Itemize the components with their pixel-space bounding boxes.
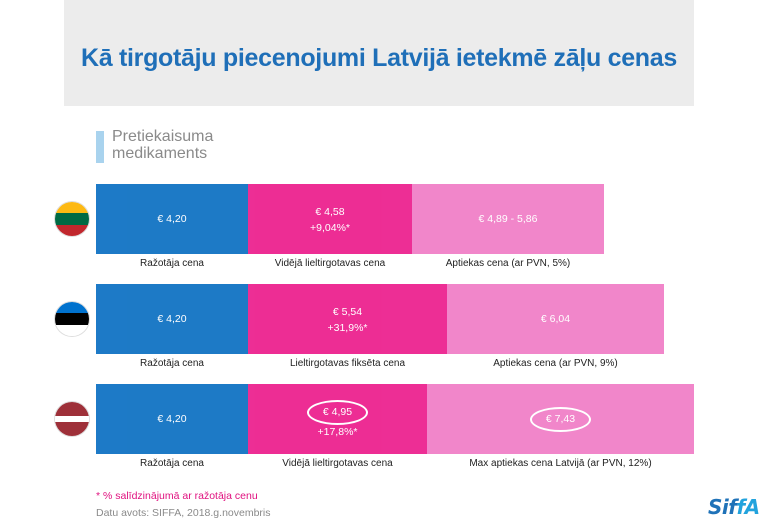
- flag-stripe: [55, 202, 89, 214]
- segment-category-label: Ražotāja cena: [140, 258, 204, 269]
- segment-category-label: Ražotāja cena: [140, 358, 204, 369]
- bar-segment-wholesale: € 5,54 +31,9%*: [248, 284, 447, 354]
- bar-value-label: € 4,89 - 5,86: [478, 212, 538, 225]
- estonia-flag-icon: [55, 302, 89, 336]
- bar-value-label: € 7,43: [529, 406, 592, 432]
- bar-segment-wholesale: € 4,95 +17,8%*: [248, 384, 427, 454]
- siffa-logo: SiffA: [708, 495, 760, 519]
- bar-segment-manufacturer: € 4,20: [96, 184, 248, 254]
- bar-value-label: € 4,20: [157, 412, 187, 425]
- category-label: Pretiekaisuma medikaments: [112, 128, 214, 162]
- segment-category-label: Vidējā lieltirgotavas cena: [274, 258, 386, 269]
- segment-category-label: Vidējā lieltirgotavas cena: [282, 458, 393, 469]
- page-title: Kā tirgotāju piecenojumi Latvijā ietekmē…: [80, 43, 677, 72]
- flag-stripe: [55, 213, 89, 225]
- bar-value-label: € 4,58: [315, 205, 345, 218]
- bar-segment-manufacturer: € 4,20: [96, 384, 248, 454]
- title-banner: Kā tirgotāju piecenojumi Latvijā ietekmē…: [64, 0, 694, 106]
- bar-segment-pharmacy: € 6,04: [447, 284, 664, 354]
- flag-stripe: [55, 415, 89, 423]
- category-marker: [96, 131, 104, 163]
- segment-category-label: Max aptiekas cena Latvijā (ar PVN, 12%): [469, 458, 652, 469]
- bar-delta-label: +31,9%*: [327, 321, 368, 334]
- bar-value-label: € 4,95: [306, 399, 369, 425]
- flag-stripe: [55, 422, 89, 436]
- bar-segment-wholesale: € 4,58 +9,04%*: [248, 184, 412, 254]
- latvia-flag-icon: [55, 402, 89, 436]
- bar-segment-pharmacy: € 7,43: [427, 384, 694, 454]
- segment-category-label: Ražotāja cena: [140, 458, 204, 469]
- data-source: Datu avots: SIFFA, 2018.g.novembris: [96, 507, 271, 519]
- bar-delta-label: +17,8%*: [317, 425, 358, 438]
- bar-value-label: € 4,20: [157, 212, 187, 225]
- bar-value-label: € 5,54: [332, 305, 363, 318]
- bar-segment-manufacturer: € 4,20: [96, 284, 248, 354]
- segment-category-label: Aptiekas cena (ar PVN, 5%): [445, 258, 571, 269]
- flag-stripe: [55, 302, 89, 314]
- flag-stripe: [55, 313, 89, 325]
- bar-value-label: € 6,04: [540, 312, 571, 325]
- segment-category-label: Aptiekas cena (ar PVN, 9%): [493, 358, 618, 369]
- bar-value-label: € 4,20: [157, 312, 187, 325]
- bar-delta-label: +9,04%*: [310, 221, 350, 234]
- footnote: * % salīdzinājumā ar ražotāja cenu: [96, 490, 258, 502]
- flag-stripe: [55, 402, 89, 416]
- flag-stripe: [55, 224, 89, 236]
- segment-category-label: Lieltirgotavas fiksēta cena: [289, 358, 406, 369]
- lithuania-flag-icon: [55, 202, 89, 236]
- flag-stripe: [55, 324, 89, 336]
- bar-segment-pharmacy: € 4,89 - 5,86: [412, 184, 604, 254]
